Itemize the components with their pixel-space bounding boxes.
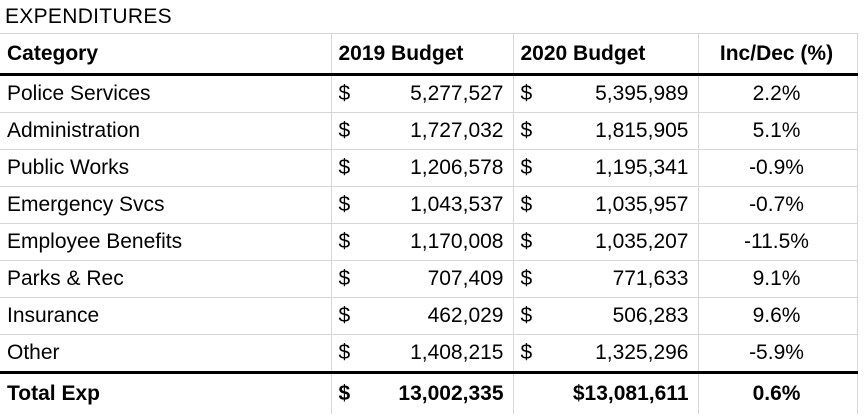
inc-dec-cell: 9.6% — [698, 297, 858, 335]
col-header-inc-dec: Inc/Dec (%) — [698, 33, 858, 76]
budget-2019-cell: $1,408,215 — [331, 334, 514, 373]
budget-2020-cell: $1,035,207 — [513, 223, 699, 261]
currency-symbol: $ — [338, 382, 351, 405]
currency-symbol: $ — [338, 341, 351, 364]
budget-2020-cell: $506,283 — [513, 297, 699, 335]
budget-2019-cell: $1,206,578 — [331, 149, 514, 187]
amount: 5,395,989 — [595, 82, 689, 105]
table-header-row: Category 2019 Budget 2020 Budget Inc/Dec… — [0, 33, 858, 76]
currency-symbol: $ — [520, 267, 533, 290]
total-inc-dec-cell: 0.6% — [698, 371, 858, 414]
inc-dec-cell: -5.9% — [698, 334, 858, 373]
currency-symbol: $ — [338, 230, 351, 253]
amount: 1,815,905 — [595, 119, 689, 142]
inc-dec-cell: 5.1% — [698, 112, 858, 150]
currency-symbol: $ — [338, 193, 351, 216]
currency-symbol: $ — [520, 156, 533, 179]
budget-2019-cell: $1,170,008 — [331, 223, 514, 261]
col-header-2020-budget: 2020 Budget — [513, 33, 699, 76]
total-label-cell: Total Exp — [0, 371, 332, 414]
total-2020-cell: $13,081,611 — [513, 371, 699, 414]
currency-symbol: $ — [520, 230, 533, 253]
budget-2020-cell: $1,815,905 — [513, 112, 699, 150]
table-row: Police Services $5,277,527 $5,395,989 2.… — [0, 74, 858, 113]
amount: 1,408,215 — [410, 341, 504, 364]
amount: 1,195,341 — [595, 156, 689, 179]
amount: 5,277,527 — [410, 82, 504, 105]
currency-symbol: $ — [520, 304, 533, 327]
inc-dec-cell: -11.5% — [698, 223, 858, 261]
budget-2020-cell: $1,035,957 — [513, 186, 699, 224]
table-row: Emergency Svcs $1,043,537 $1,035,957 -0.… — [0, 186, 858, 224]
budget-2020-cell: $5,395,989 — [513, 74, 699, 113]
amount: 1,170,008 — [410, 230, 504, 253]
amount: 707,409 — [427, 267, 504, 290]
table-row: Insurance $462,029 $506,283 9.6% — [0, 297, 858, 335]
col-header-category: Category — [0, 33, 332, 76]
category-cell: Administration — [0, 112, 332, 150]
total-2019-cell: $13,002,335 — [331, 371, 514, 414]
amount: 1,206,578 — [410, 156, 504, 179]
budget-2019-cell: $1,043,537 — [331, 186, 514, 224]
amount: 1,043,537 — [410, 193, 504, 216]
currency-symbol: $ — [338, 82, 351, 105]
table-row: Administration $1,727,032 $1,815,905 5.1… — [0, 112, 858, 150]
amount: 1,727,032 — [410, 119, 504, 142]
budget-table: Category 2019 Budget 2020 Budget Inc/Dec… — [0, 33, 858, 414]
budget-2019-cell: $462,029 — [331, 297, 514, 335]
inc-dec-cell: -0.9% — [698, 149, 858, 187]
currency-symbol: $ — [520, 341, 533, 364]
table-total-row: Total Exp $13,002,335 $13,081,611 0.6% — [0, 371, 858, 414]
inc-dec-cell: 2.2% — [698, 74, 858, 113]
currency-symbol: $ — [338, 267, 351, 290]
budget-2020-cell: $1,325,296 — [513, 334, 699, 373]
table-row: Employee Benefits $1,170,008 $1,035,207 … — [0, 223, 858, 261]
currency-symbol: $ — [338, 304, 351, 327]
amount: 1,035,207 — [595, 230, 689, 253]
category-cell: Public Works — [0, 149, 332, 187]
category-cell: Other — [0, 334, 332, 373]
currency-symbol: $ — [338, 119, 351, 142]
currency-symbol: $ — [520, 193, 533, 216]
category-cell: Employee Benefits — [0, 223, 332, 261]
budget-2020-cell: $771,633 — [513, 260, 699, 298]
table-row: Parks & Rec $707,409 $771,633 9.1% — [0, 260, 858, 298]
category-cell: Parks & Rec — [0, 260, 332, 298]
expenditures-title: EXPENDITURES — [5, 4, 172, 28]
category-cell: Emergency Svcs — [0, 186, 332, 224]
category-cell: Insurance — [0, 297, 332, 335]
amount: 1,325,296 — [595, 341, 689, 364]
amount: 771,633 — [612, 267, 689, 290]
amount: 13,002,335 — [398, 382, 504, 405]
inc-dec-cell: 9.1% — [698, 260, 858, 298]
currency-symbol: $ — [338, 156, 351, 179]
budget-2020-cell: $1,195,341 — [513, 149, 699, 187]
col-header-2019-budget: 2019 Budget — [331, 33, 514, 76]
inc-dec-cell: -0.7% — [698, 186, 858, 224]
table-row: Other $1,408,215 $1,325,296 -5.9% — [0, 334, 858, 373]
amount: 462,029 — [427, 304, 504, 327]
budget-2019-cell: $707,409 — [331, 260, 514, 298]
currency-symbol: $ — [520, 119, 533, 142]
budget-2019-cell: $5,277,527 — [331, 74, 514, 113]
currency-symbol: $ — [520, 82, 533, 105]
amount: 1,035,957 — [595, 193, 689, 216]
budget-2019-cell: $1,727,032 — [331, 112, 514, 150]
table-row: Public Works $1,206,578 $1,195,341 -0.9% — [0, 149, 858, 187]
category-cell: Police Services — [0, 74, 332, 113]
amount: 506,283 — [612, 304, 689, 327]
